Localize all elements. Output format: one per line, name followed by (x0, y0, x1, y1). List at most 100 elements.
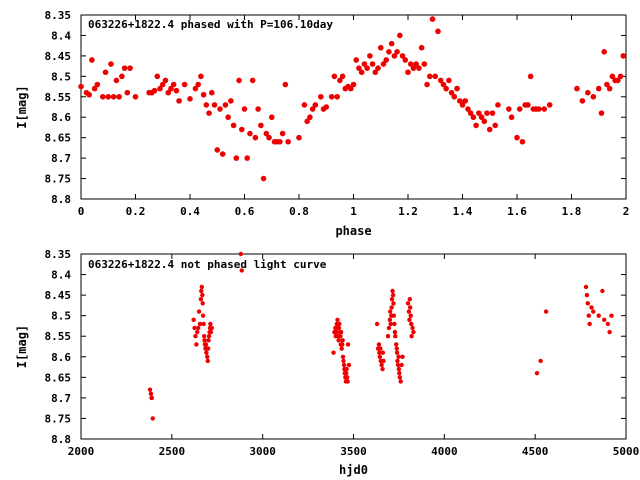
unphased-y-tick-label: 8.65 (45, 371, 72, 384)
unphased-data-point (587, 321, 592, 327)
phased-data-point (386, 49, 392, 55)
phased-x-tick-label: 0.8 (289, 205, 309, 218)
phased-data-point (402, 57, 409, 63)
phased-plot-title: 063226+1822.4 phased with P=106.10day (88, 18, 333, 31)
unphased-data-point (583, 284, 589, 290)
phased-data-point (124, 89, 131, 96)
phased-x-tick-label: 0 (78, 205, 85, 218)
phased-data-point (222, 102, 229, 108)
unphased-data-point (538, 358, 543, 364)
phased-data-point (277, 138, 283, 145)
unphased-data-point (389, 305, 394, 310)
unphased-data-point (584, 292, 590, 298)
phased-x-tick-label: 1.4 (453, 205, 473, 218)
unphased-y-tick-label: 8.4 (51, 269, 71, 282)
unphased-data-point (336, 325, 342, 331)
phased-data-point (89, 57, 95, 63)
phased-data-point (380, 61, 387, 67)
phased-data-point (377, 44, 384, 51)
unphased-data-point (379, 362, 384, 368)
unphased-data-point (193, 334, 198, 339)
phased-data-point (508, 114, 515, 121)
phased-data-point (233, 155, 240, 161)
phased-data-point (440, 81, 447, 88)
phased-data-point (484, 110, 490, 116)
phased-data-point (527, 73, 534, 80)
phased-data-point (579, 98, 586, 104)
unphased-data-point (338, 329, 344, 335)
phased-data-point (525, 102, 531, 108)
phased-data-point (399, 53, 406, 59)
phased-data-point (312, 102, 319, 108)
unphased-data-point (393, 342, 399, 347)
unphased-data-point (208, 329, 214, 335)
phased-data-point (285, 138, 291, 145)
unphased-data-point (409, 321, 414, 327)
phased-data-point (424, 81, 430, 88)
unphased-data-point (197, 321, 203, 327)
phased-data-point (331, 73, 338, 80)
unphased-y-tick-label: 8.7 (51, 392, 71, 405)
phased-data-point (119, 73, 125, 80)
unphased-data-point (589, 305, 594, 310)
unphased-data-point (395, 358, 400, 364)
unphased-data-point (340, 354, 346, 359)
unphased-data-point (409, 334, 414, 339)
unphased-data-point (377, 350, 382, 355)
phased-data-point (203, 102, 210, 108)
unphased-data-point (346, 362, 352, 368)
unphased-data-point (340, 342, 345, 347)
phased-data-point (260, 175, 267, 182)
unphased-data-point (200, 301, 205, 306)
unphased-data-point (397, 375, 403, 380)
phased-data-point (176, 98, 182, 104)
unphased-data-point (194, 342, 199, 347)
phased-data-point (266, 134, 272, 141)
phased-data-point (388, 40, 395, 47)
phased-data-point (247, 130, 253, 137)
phased-data-point (465, 106, 471, 112)
phased-data-point (86, 91, 92, 98)
phased-data-point (383, 57, 390, 63)
phased-x-tick-label: 1.6 (507, 205, 527, 218)
phased-data-point (347, 85, 354, 92)
phased-data-point (364, 65, 370, 71)
phased-x-tick-label: 2 (623, 205, 630, 218)
unphased-data-point (387, 317, 393, 322)
phased-y-tick-label: 8.4 (51, 29, 71, 42)
unphased-data-point (591, 309, 596, 314)
unphased-data-point (201, 321, 206, 327)
unphased-data-point (345, 379, 350, 384)
unphased-data-point (380, 350, 386, 355)
unphased-data-point (407, 297, 413, 302)
unphased-data-point (586, 313, 591, 318)
phased-y-tick-label: 8.75 (45, 173, 72, 186)
unphased-x-axis-title: hjd0 (339, 463, 368, 477)
phased-y-tick-label: 8.7 (51, 152, 71, 165)
unphased-data-point (335, 317, 340, 322)
unphased-data-point (337, 321, 342, 327)
unphased-data-point (609, 313, 614, 318)
phased-y-axis-title: I[mag] (15, 85, 29, 128)
phased-data-point (495, 102, 501, 108)
unphased-y-tick-label: 8.5 (51, 310, 71, 323)
phased-data-point (356, 65, 362, 71)
unphased-data-point (396, 354, 401, 359)
phased-data-point (337, 77, 343, 84)
unphased-data-point (543, 309, 549, 314)
phased-data-point (279, 130, 286, 137)
unphased-data-point (344, 366, 349, 372)
unphased-data-point (206, 338, 211, 343)
unphased-data-point (585, 301, 591, 306)
phased-data-point (116, 93, 122, 100)
phased-data-point (268, 114, 275, 121)
phased-data-point (113, 77, 120, 84)
unphased-y-tick-label: 8.8 (51, 433, 71, 446)
unphased-data-point (340, 338, 345, 343)
unphased-data-point (605, 321, 611, 327)
unphased-x-tick-label: 4500 (522, 445, 549, 458)
unphased-data-point (338, 334, 343, 339)
phased-data-point (244, 155, 251, 161)
phased-data-point (432, 73, 439, 80)
unphased-data-point (397, 371, 402, 376)
